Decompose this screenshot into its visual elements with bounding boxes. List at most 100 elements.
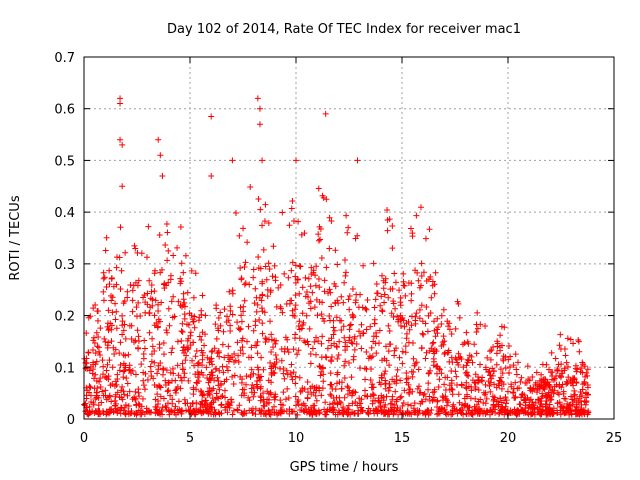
- data-point: [201, 342, 208, 349]
- data-point: [259, 278, 266, 285]
- data-point: [551, 375, 558, 382]
- data-point: [358, 345, 365, 352]
- data-point: [169, 377, 176, 384]
- data-point: [464, 393, 471, 400]
- data-point: [155, 410, 162, 417]
- data-point: [96, 408, 103, 415]
- data-point: [327, 370, 334, 377]
- data-point: [327, 317, 334, 324]
- data-point: [542, 376, 549, 383]
- data-point: [87, 313, 94, 320]
- data-point: [157, 152, 164, 159]
- data-point: [93, 329, 100, 336]
- data-point: [237, 304, 244, 311]
- data-point: [512, 351, 519, 358]
- data-point: [218, 402, 225, 409]
- data-point: [92, 408, 99, 415]
- data-point: [262, 263, 269, 270]
- data-point: [252, 285, 259, 292]
- data-point: [313, 263, 320, 270]
- data-point: [425, 312, 432, 319]
- data-point: [120, 374, 127, 381]
- data-point: [364, 393, 371, 400]
- data-point: [341, 374, 348, 381]
- data-point: [254, 338, 261, 345]
- data-point: [225, 358, 232, 365]
- data-point: [95, 344, 102, 351]
- data-point: [101, 274, 108, 281]
- data-point: [351, 410, 358, 417]
- data-point: [267, 411, 274, 418]
- data-point: [294, 398, 301, 405]
- data-point: [129, 287, 136, 294]
- data-point: [414, 269, 421, 276]
- data-point: [163, 221, 170, 228]
- data-point: [178, 328, 185, 335]
- data-point: [86, 403, 93, 410]
- data-point: [564, 379, 571, 386]
- data-point: [403, 375, 410, 382]
- data-point: [285, 394, 292, 401]
- data-point: [377, 381, 384, 388]
- data-point: [256, 374, 263, 381]
- data-point: [163, 327, 170, 334]
- data-point: [178, 260, 185, 267]
- x-tick-label: 20: [500, 431, 517, 446]
- data-point: [155, 397, 162, 404]
- data-point: [185, 345, 192, 352]
- data-point: [281, 270, 288, 277]
- data-point: [256, 105, 263, 112]
- data-point: [135, 277, 142, 284]
- data-point: [144, 376, 151, 383]
- data-point: [259, 291, 266, 298]
- data-point: [384, 227, 391, 234]
- data-point: [445, 347, 452, 354]
- data-point: [356, 395, 363, 402]
- data-point: [406, 326, 413, 333]
- data-point: [109, 364, 116, 371]
- data-point: [268, 379, 275, 386]
- data-point: [245, 323, 252, 330]
- data-point: [307, 283, 314, 290]
- data-point: [86, 383, 93, 390]
- data-point: [172, 387, 179, 394]
- data-point: [216, 386, 223, 393]
- data-point: [316, 410, 323, 417]
- data-point: [93, 389, 100, 396]
- data-point: [244, 239, 251, 246]
- data-point: [106, 267, 113, 274]
- data-point: [320, 371, 327, 378]
- data-point: [218, 401, 225, 408]
- data-point: [240, 410, 247, 417]
- data-point: [420, 392, 427, 399]
- data-point: [416, 315, 423, 322]
- data-point: [536, 403, 543, 410]
- data-point: [194, 360, 201, 367]
- data-point: [260, 246, 267, 253]
- data-point: [267, 288, 274, 295]
- data-point: [206, 391, 213, 398]
- data-point: [116, 254, 123, 261]
- data-point: [132, 337, 139, 344]
- data-point: [136, 393, 143, 400]
- data-point: [333, 344, 340, 351]
- data-point: [151, 322, 158, 329]
- data-point: [252, 411, 259, 418]
- data-point: [264, 388, 271, 395]
- data-point: [199, 391, 206, 398]
- data-point: [469, 377, 476, 384]
- data-point: [294, 276, 301, 283]
- data-point: [472, 383, 479, 390]
- data-point: [556, 381, 563, 388]
- data-point: [388, 407, 395, 414]
- data-point: [295, 401, 302, 408]
- data-point: [292, 306, 299, 313]
- data-point: [97, 351, 104, 358]
- x-tick-label: 0: [80, 431, 88, 446]
- data-point: [502, 403, 509, 410]
- data-point: [490, 343, 497, 350]
- data-point: [259, 320, 266, 327]
- data-point: [120, 327, 127, 334]
- data-point: [381, 404, 388, 411]
- data-point: [259, 330, 266, 337]
